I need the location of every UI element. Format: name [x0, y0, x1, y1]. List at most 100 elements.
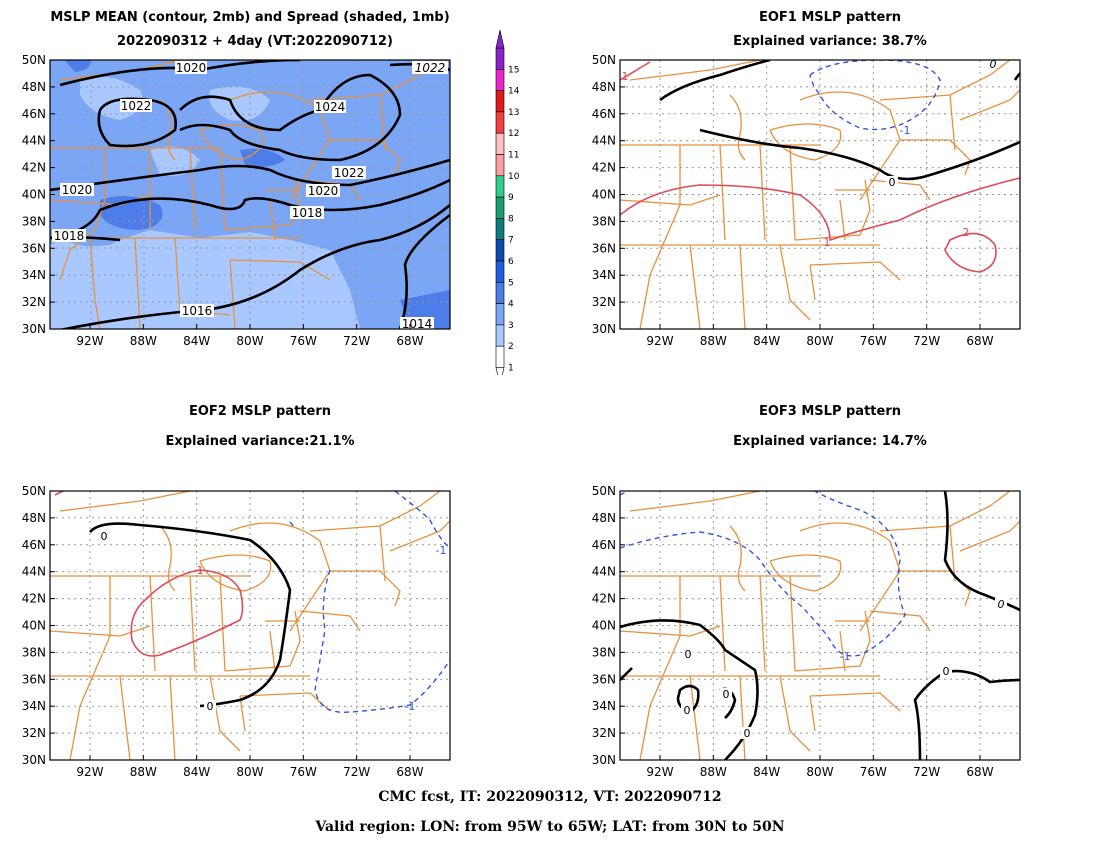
colorbar-swatch	[495, 111, 505, 134]
lat-tick-label: 34N	[592, 699, 616, 713]
svg-text:1024: 1024	[315, 100, 346, 114]
lon-tick-label: 88W	[700, 765, 727, 779]
colorbar-label: 15	[508, 65, 519, 75]
lon-tick-label: 80W	[236, 765, 263, 779]
svg-text:0: 0	[207, 700, 214, 713]
state-boundaries	[50, 491, 450, 760]
mean-lon-tick-labels: 92W 88W 84W 80W 76W 72W 68W	[76, 334, 423, 348]
colorbar-label: 1	[508, 364, 514, 374]
lon-tick-label: 80W	[236, 334, 263, 348]
lon-tick-label: 84W	[183, 765, 210, 779]
lat-tick-label: 50N	[22, 484, 46, 498]
spread-shade-light-patches	[60, 76, 350, 329]
colorbar-label: 5	[508, 278, 514, 288]
svg-text:-1: -1	[436, 544, 447, 557]
colorbar-label: 12	[508, 129, 519, 139]
svg-text:1016: 1016	[182, 304, 213, 318]
eof1-positive-contours	[620, 61, 1020, 273]
lat-tick-label: 34N	[592, 268, 616, 282]
lon-tick-label: 72W	[913, 334, 940, 348]
lon-tick-label: 84W	[753, 765, 780, 779]
svg-text:-1: -1	[840, 650, 851, 663]
lon-tick-label: 68W	[396, 334, 423, 348]
colorbar-label: 4	[508, 300, 514, 310]
lon-tick-label: 92W	[646, 334, 673, 348]
grid-lines	[50, 491, 450, 760]
svg-text:1: 1	[197, 564, 204, 577]
lon-tick-label: 76W	[290, 334, 317, 348]
svg-text:0: 0	[744, 727, 751, 740]
colorbar-label: 3	[508, 321, 514, 331]
colorbar-label: 11	[508, 151, 519, 161]
lat-tick-label: 48N	[22, 511, 46, 525]
footer-forecast-info: CMC fcst, IT: 2022090312, VT: 2022090712	[378, 789, 722, 805]
lon-tick-label: 92W	[646, 765, 673, 779]
eof2-title-line2: Explained variance:21.1%	[165, 434, 355, 449]
lat-tick-label: 30N	[22, 753, 46, 767]
svg-text:0: 0	[990, 58, 997, 71]
lat-tick-label: 50N	[22, 53, 46, 67]
state-boundaries	[620, 491, 1020, 760]
lat-tick-label: 46N	[22, 107, 46, 121]
lat-tick-label: 44N	[592, 565, 616, 579]
lon-tick-label: 88W	[700, 334, 727, 348]
eof3-map: 0 0 0 0 0 -1 0 50N 48N 46N 44N 42N 40N 38N 36N 3…	[592, 484, 1021, 779]
svg-text:0: 0	[943, 665, 950, 678]
svg-text:0: 0	[101, 530, 108, 543]
eof1-lon-tick-labels: 92W 88W 84W 80W 76W 72W 68W	[646, 334, 993, 348]
svg-text:-1: -1	[405, 700, 416, 713]
svg-text:0: 0	[723, 688, 730, 701]
lon-tick-label: 76W	[290, 765, 317, 779]
svg-text:1: 1	[824, 236, 831, 249]
lat-tick-label: 36N	[592, 672, 616, 686]
lat-tick-label: 44N	[22, 565, 46, 579]
mean-lat-tick-labels: 50N 48N 46N 44N 42N 40N 38N 36N 34N 32N 30N	[22, 53, 46, 336]
lon-tick-label: 68W	[396, 765, 423, 779]
svg-text:0: 0	[684, 704, 691, 717]
colorbar-label: 6	[508, 257, 514, 267]
svg-text:1022: 1022	[121, 99, 152, 113]
lat-tick-label: 38N	[592, 645, 616, 659]
eof1-title-line1: EOF1 MSLP pattern	[758, 10, 901, 25]
eof1-lat-tick-labels: 50N 48N 46N 44N 42N 40N 38N 36N 34N 32N 30N	[592, 53, 616, 336]
lat-tick-label: 30N	[592, 753, 616, 767]
lon-tick-label: 72W	[913, 765, 940, 779]
mean-spread-map: 1020 1022 1024 1022 1022 1020 1020 1018 …	[22, 53, 451, 348]
eof3-lon-tick-labels: 92W 88W 84W 80W 76W 72W 68W	[646, 765, 993, 779]
lat-tick-label: 42N	[22, 592, 46, 606]
lon-tick-label: 68W	[966, 765, 993, 779]
lat-tick-label: 46N	[592, 107, 616, 121]
svg-text:-1: -1	[900, 124, 911, 137]
footer-valid-region: Valid region: LON: from 95W to 65W; LAT:…	[315, 819, 785, 835]
eof2-lon-tick-labels: 92W 88W 84W 80W 76W 72W 68W	[76, 765, 423, 779]
svg-text:1018: 1018	[292, 206, 323, 220]
colorbar-swatch	[495, 69, 505, 91]
colorbar-label: 14	[508, 87, 520, 97]
eof2-lat-tick-labels: 50N 48N 46N 44N 42N 40N 38N 36N 34N 32N 30N	[22, 484, 46, 767]
lat-tick-label: 44N	[592, 134, 616, 148]
svg-text:1020: 1020	[308, 184, 339, 198]
lat-tick-label: 40N	[22, 188, 46, 202]
lat-tick-label: 48N	[592, 511, 616, 525]
lon-tick-label: 72W	[343, 765, 370, 779]
lon-tick-label: 92W	[76, 334, 103, 348]
mean-title-line2: 2022090312 + 4day (VT:2022090712)	[117, 34, 393, 49]
eof3-lat-tick-labels: 50N 48N 46N 44N 42N 40N 38N 36N 34N 32N 30N	[592, 484, 616, 767]
eof2-map: 0 0 1 -1 -1 50N 48N 46N 44N 42N 40N 38N 36N 34N 3…	[22, 484, 451, 779]
svg-text:0: 0	[889, 176, 896, 189]
lat-tick-label: 46N	[592, 538, 616, 552]
eof3-contour-labels: 0 0 0 0 0 -1 0	[681, 598, 1007, 740]
lat-tick-label: 36N	[22, 241, 46, 255]
lon-tick-label: 88W	[130, 765, 157, 779]
colorbar-label: 7	[508, 236, 514, 246]
mean-title-line1: MSLP MEAN (contour, 2mb) and Spread (sha…	[50, 10, 450, 25]
lon-tick-label: 92W	[76, 765, 103, 779]
eof2-negative-contours	[289, 491, 450, 714]
colorbar-label: 2	[508, 342, 514, 352]
eof2-positive-contours	[54, 491, 244, 657]
lat-tick-label: 30N	[22, 322, 46, 336]
lat-tick-label: 44N	[22, 134, 46, 148]
svg-text:1022: 1022	[415, 61, 446, 75]
colorbar-label: 13	[508, 108, 519, 118]
lat-tick-label: 40N	[22, 619, 46, 633]
